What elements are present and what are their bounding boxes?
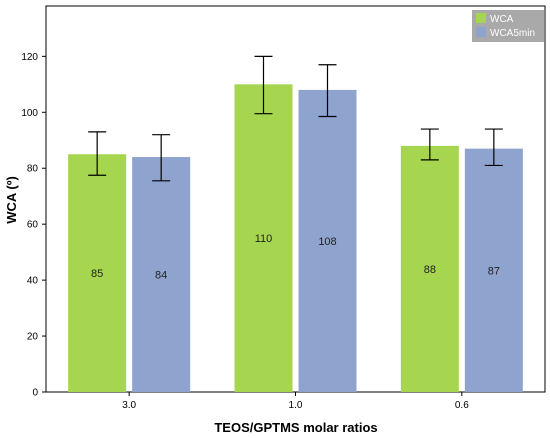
x-tick-label: 0.6: [455, 400, 469, 411]
bar: [132, 157, 191, 392]
bar: [464, 148, 523, 392]
x-tick-label: 3.0: [122, 400, 136, 411]
y-tick-label: 100: [21, 108, 38, 119]
y-tick-label: 120: [21, 52, 38, 63]
x-tick-label: 1.0: [289, 400, 303, 411]
bar: [234, 84, 293, 392]
bar: [68, 154, 127, 392]
legend: WCA WCA5min: [472, 10, 544, 42]
y-tick-label: 20: [27, 332, 39, 343]
data-label: 108: [318, 236, 336, 248]
y-axis-title: WCA (º): [4, 176, 19, 224]
data-label: 87: [488, 265, 500, 277]
y-tick-label: 40: [27, 276, 39, 287]
legend-label: WCA5min: [490, 28, 535, 39]
data-label: 84: [155, 270, 167, 282]
legend-swatch: [476, 27, 486, 37]
x-axis: 3.0 1.0 0.6: [122, 392, 469, 411]
legend-swatch: [476, 13, 486, 23]
y-tick-label: 60: [27, 220, 39, 231]
bar: [298, 89, 357, 393]
y-axis: 0 20 40 60 80 100 120: [21, 52, 46, 399]
y-tick-label: 80: [27, 164, 39, 175]
y-tick-label: 0: [32, 388, 38, 399]
bars-layer: [68, 84, 523, 393]
data-label: 110: [255, 233, 273, 245]
x-axis-title: TEOS/GPTMS molar ratios: [214, 420, 377, 435]
bar: [400, 145, 459, 392]
data-label: 88: [424, 264, 436, 276]
legend-label: WCA: [490, 14, 514, 25]
plot-area: [45, 5, 546, 393]
data-labels-layer: 85 84 110 108 88 87: [91, 233, 500, 281]
data-label: 85: [91, 268, 103, 280]
error-bars-layer: [88, 55, 503, 182]
